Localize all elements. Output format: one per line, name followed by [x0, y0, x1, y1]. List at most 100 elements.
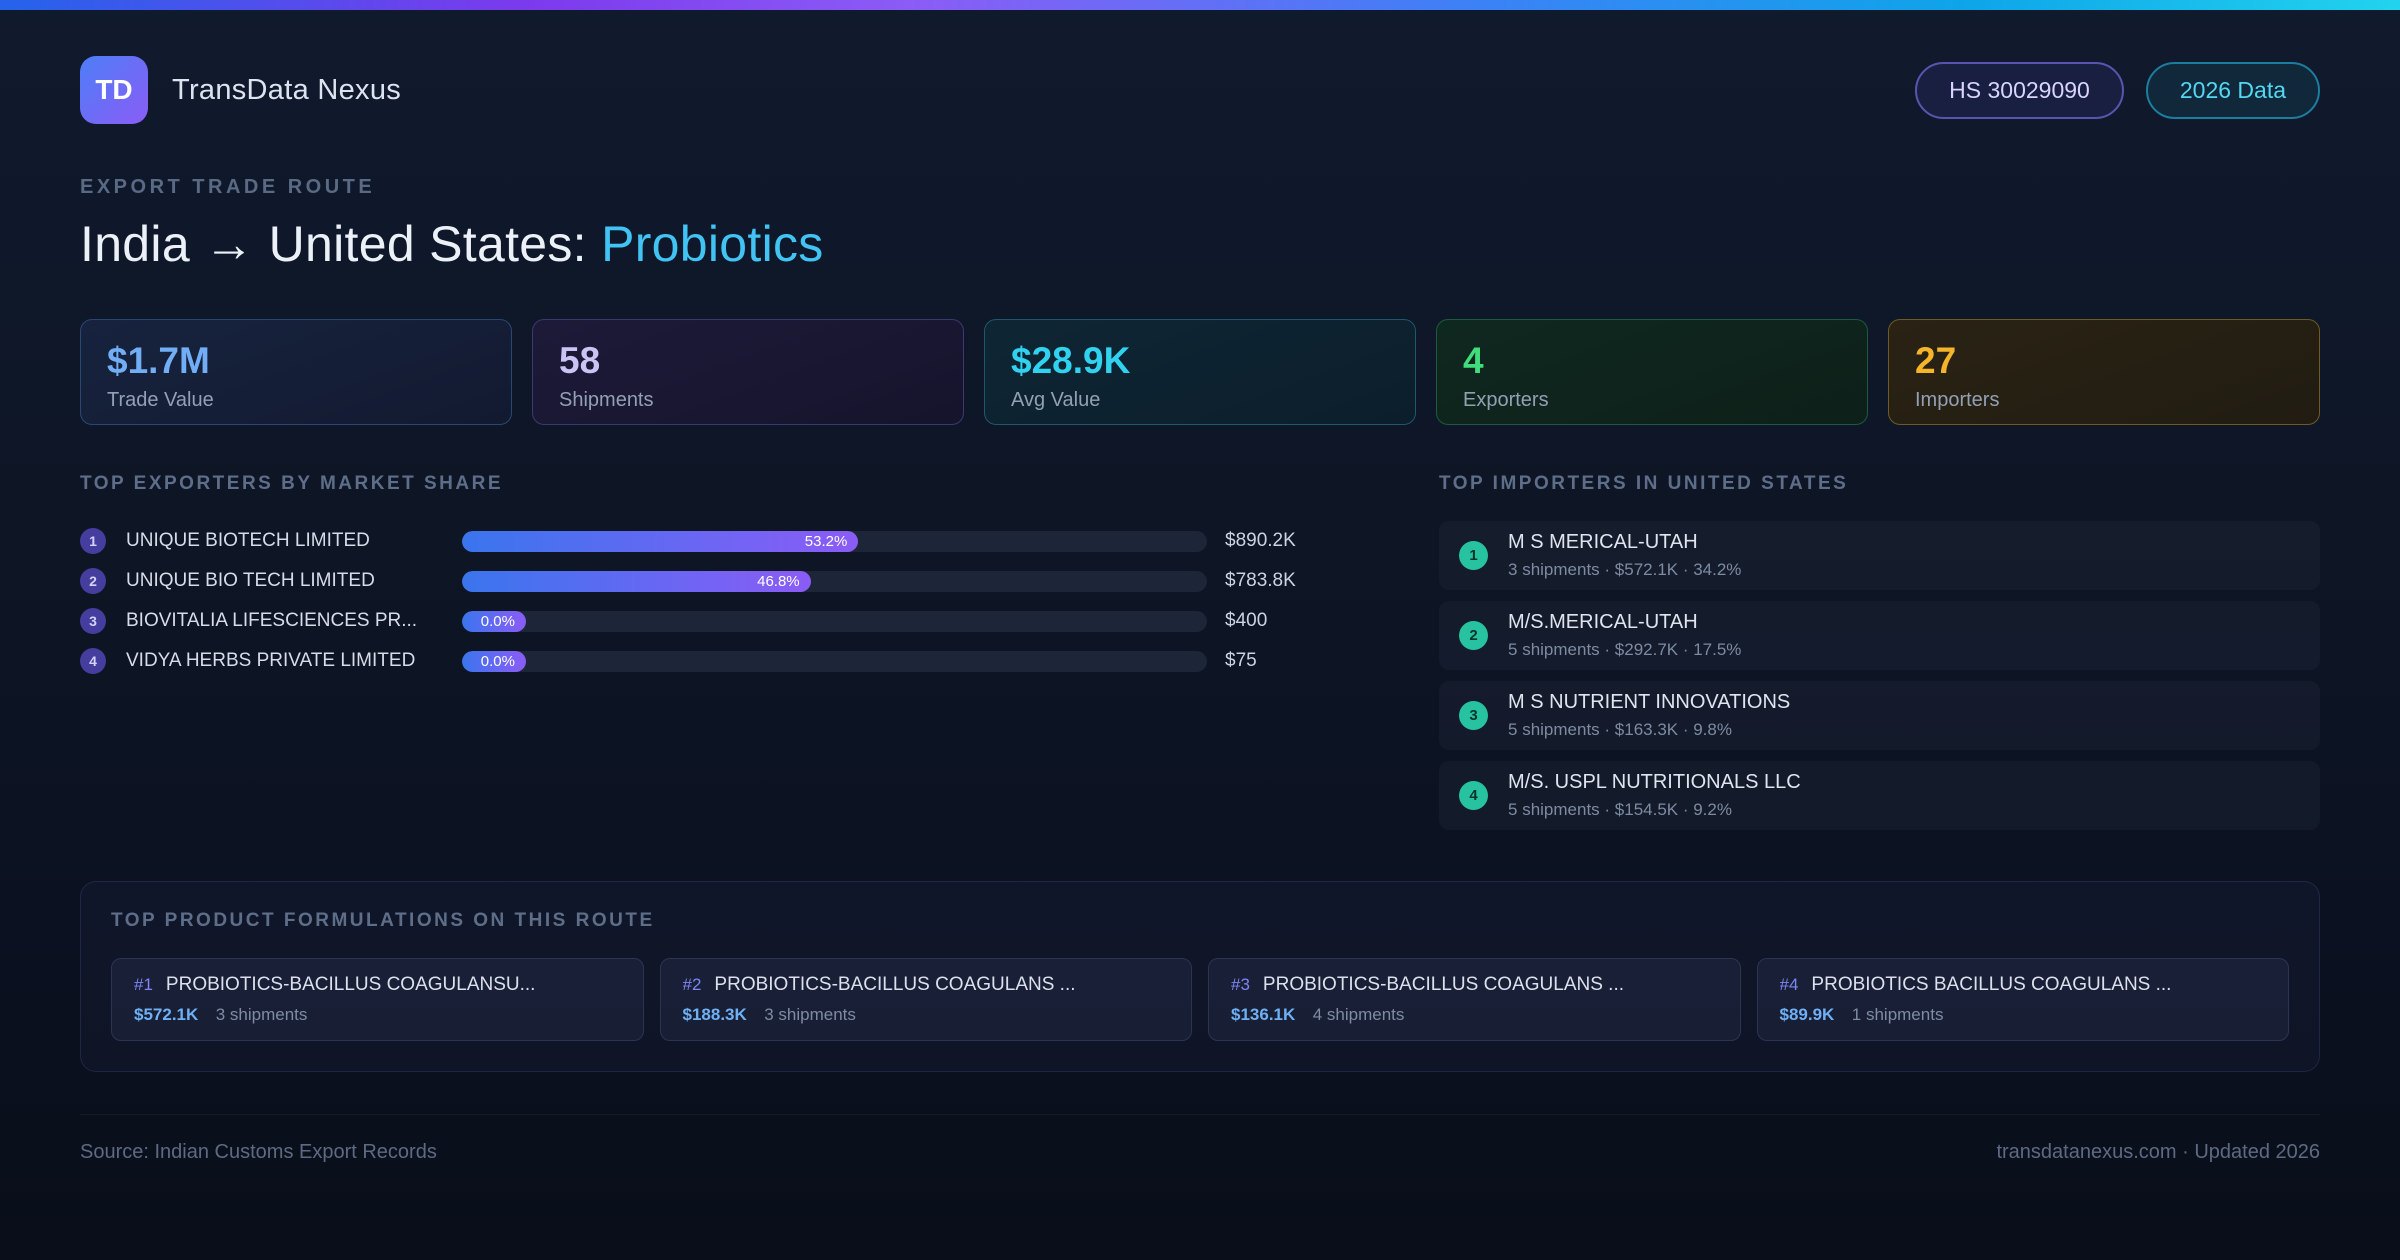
product-name: PROBIOTICS-BACILLUS COAGULANS ...	[714, 974, 1076, 995]
stat-label: Importers	[1915, 389, 2000, 411]
product-card[interactable]: #3 PROBIOTICS-BACILLUS COAGULANS ... $13…	[1208, 958, 1741, 1041]
importer-row[interactable]: 3 M S NUTRIENT INNOVATIONS 5 shipments ·…	[1439, 681, 2320, 750]
importer-row[interactable]: 2 M/S.MERICAL-UTAH 5 shipments · $292.7K…	[1439, 601, 2320, 670]
exporter-name: BIOVITALIA LIFESCIENCES PR...	[126, 610, 418, 631]
product-shipments: 4 shipments	[1312, 1005, 1405, 1024]
stat-label: Exporters	[1463, 389, 1549, 411]
footer-source: Source: Indian Customs Export Records	[80, 1141, 437, 1163]
title-product-highlight: Probiotics	[601, 216, 824, 272]
rank-badge: 3	[1459, 701, 1489, 730]
exporter-row[interactable]: 1 UNIQUE BIOTECH LIMITED 53.2% $890.2K	[80, 521, 1375, 561]
importers-section: TOP IMPORTERS IN UNITED STATES 1 M S MER…	[1439, 473, 2320, 841]
market-share-bar: 46.8%	[462, 570, 811, 592]
year-data-badge[interactable]: 2026 Data	[2145, 61, 2320, 119]
rank-badge: 4	[80, 648, 106, 674]
product-card[interactable]: #2 PROBIOTICS-BACILLUS COAGULANS ... $18…	[659, 958, 1192, 1041]
product-meta-line: $188.3K 3 shipments	[683, 1005, 1170, 1025]
page: TD TransData Nexus HS 30029090 2026 Data…	[0, 10, 2400, 1164]
exporter-value: $783.8K	[1225, 570, 1296, 591]
product-meta-line: $136.1K 4 shipments	[1231, 1005, 1718, 1025]
market-share-bar: 53.2%	[462, 530, 859, 552]
stat-value: 27	[1915, 340, 1957, 381]
market-share-bar: 0.0%	[462, 650, 526, 672]
footer: Source: Indian Customs Export Records tr…	[80, 1114, 2320, 1164]
page-title: India → United States: Probiotics	[80, 215, 2320, 273]
stat-card-avg-value: $28.9K Avg Value	[984, 319, 1416, 425]
exporter-row[interactable]: 2 UNIQUE BIO TECH LIMITED 46.8% $783.8K	[80, 561, 1375, 601]
product-value: $572.1K	[134, 1005, 199, 1024]
market-share-bar: 0.0%	[462, 610, 526, 632]
products-grid: #1 PROBIOTICS-BACILLUS COAGULANSU... $57…	[111, 958, 2289, 1041]
rank-badge: 1	[1459, 541, 1489, 570]
product-card[interactable]: #1 PROBIOTICS-BACILLUS COAGULANSU... $57…	[111, 958, 644, 1041]
stat-card-trade-value: $1.7M Trade Value	[80, 319, 512, 425]
app-name: TransData Nexus	[172, 73, 402, 106]
rank-badge: 1	[80, 528, 106, 554]
hs-code-badge[interactable]: HS 30029090	[1915, 61, 2124, 119]
importer-name: M/S. USPL NUTRITIONALS LLC	[1508, 771, 1801, 793]
product-name: PROBIOTICS BACILLUS COAGULANS ...	[1811, 974, 2172, 995]
market-share-percent: 46.8%	[757, 572, 800, 590]
product-meta-line: $89.9K 1 shipments	[1780, 1005, 2267, 1025]
stat-value: 4	[1463, 340, 1484, 381]
exporter-name: UNIQUE BIO TECH LIMITED	[126, 570, 375, 591]
product-title-line: #3 PROBIOTICS-BACILLUS COAGULANS ...	[1231, 974, 1718, 996]
market-share-bar-track: 53.2%	[462, 530, 1208, 552]
rank-badge: 4	[1459, 781, 1489, 810]
exporter-row[interactable]: 4 VIDYA HERBS PRIVATE LIMITED 0.0% $75	[80, 641, 1375, 681]
importer-meta: 3 shipments · $572.1K · 34.2%	[1508, 560, 1742, 579]
stat-cards-row: $1.7M Trade Value 58 Shipments $28.9K Av…	[80, 319, 2320, 425]
exporter-value: $890.2K	[1225, 530, 1296, 551]
market-share-percent: 0.0%	[480, 612, 515, 630]
footer-site: transdatanexus.com · Updated 2026	[1996, 1141, 2320, 1163]
products-section-title: TOP PRODUCT FORMULATIONS ON THIS ROUTE	[111, 910, 655, 931]
importer-info: M S MERICAL-UTAH 3 shipments · $572.1K ·…	[1508, 531, 1741, 580]
app-logo: TD	[80, 56, 148, 124]
importers-section-title: TOP IMPORTERS IN UNITED STATES	[1439, 473, 1849, 494]
header-badges: HS 30029090 2026 Data	[1915, 61, 2320, 119]
brand: TD TransData Nexus	[80, 56, 401, 124]
stat-card-shipments: 58 Shipments	[532, 319, 964, 425]
rank-badge: 2	[80, 568, 106, 594]
product-shipments: 3 shipments	[215, 1005, 308, 1024]
exporter-value: $75	[1225, 650, 1257, 671]
stat-value: 58	[559, 340, 601, 381]
stat-value: $28.9K	[1011, 340, 1131, 381]
product-rank: #2	[682, 975, 702, 994]
importer-info: M/S.MERICAL-UTAH 5 shipments · $292.7K ·…	[1508, 611, 1741, 660]
market-share-bar-track: 46.8%	[462, 570, 1208, 592]
top-accent-bar	[0, 0, 2400, 10]
importer-meta: 5 shipments · $163.3K · 9.8%	[1508, 720, 1732, 739]
route-eyebrow: EXPORT TRADE ROUTE	[80, 176, 376, 198]
exporter-row[interactable]: 3 BIOVITALIA LIFESCIENCES PR... 0.0% $40…	[80, 601, 1375, 641]
importer-meta: 5 shipments · $292.7K · 17.5%	[1508, 640, 1742, 659]
title-route: India → United States:	[80, 216, 587, 272]
stat-card-importers: 27 Importers	[1888, 319, 2320, 425]
header: TD TransData Nexus HS 30029090 2026 Data	[80, 10, 2320, 124]
exporter-value: $400	[1225, 610, 1268, 631]
importer-name: M/S.MERICAL-UTAH	[1508, 611, 1698, 633]
rank-badge: 2	[1459, 621, 1489, 650]
stat-label: Trade Value	[107, 389, 214, 411]
product-card[interactable]: #4 PROBIOTICS BACILLUS COAGULANS ... $89…	[1756, 958, 2289, 1041]
product-title-line: #4 PROBIOTICS BACILLUS COAGULANS ...	[1780, 974, 2267, 996]
product-rank: #3	[1231, 975, 1250, 994]
stat-label: Avg Value	[1011, 389, 1101, 411]
stat-label: Shipments	[559, 389, 654, 411]
product-meta-line: $572.1K 3 shipments	[134, 1005, 621, 1025]
product-title-line: #2 PROBIOTICS-BACILLUS COAGULANS ...	[683, 974, 1170, 996]
product-name: PROBIOTICS-BACILLUS COAGULANSU...	[165, 974, 536, 995]
stat-value: $1.7M	[107, 340, 210, 381]
importer-row[interactable]: 1 M S MERICAL-UTAH 3 shipments · $572.1K…	[1439, 521, 2320, 590]
product-shipments: 1 shipments	[1851, 1005, 1944, 1024]
market-share-bar-track: 0.0%	[462, 610, 1208, 632]
importer-name: M S MERICAL-UTAH	[1508, 531, 1698, 553]
exporters-section-title: TOP EXPORTERS BY MARKET SHARE	[80, 473, 504, 494]
product-shipments: 3 shipments	[764, 1005, 856, 1024]
importer-row[interactable]: 4 M/S. USPL NUTRITIONALS LLC 5 shipments…	[1439, 761, 2320, 830]
product-name: PROBIOTICS-BACILLUS COAGULANS ...	[1262, 974, 1625, 995]
product-value: $136.1K	[1231, 1005, 1296, 1024]
market-share-bar-track: 0.0%	[462, 650, 1208, 672]
market-share-percent: 53.2%	[804, 532, 848, 550]
exporters-section: TOP EXPORTERS BY MARKET SHARE 1 UNIQUE B…	[80, 473, 1375, 681]
